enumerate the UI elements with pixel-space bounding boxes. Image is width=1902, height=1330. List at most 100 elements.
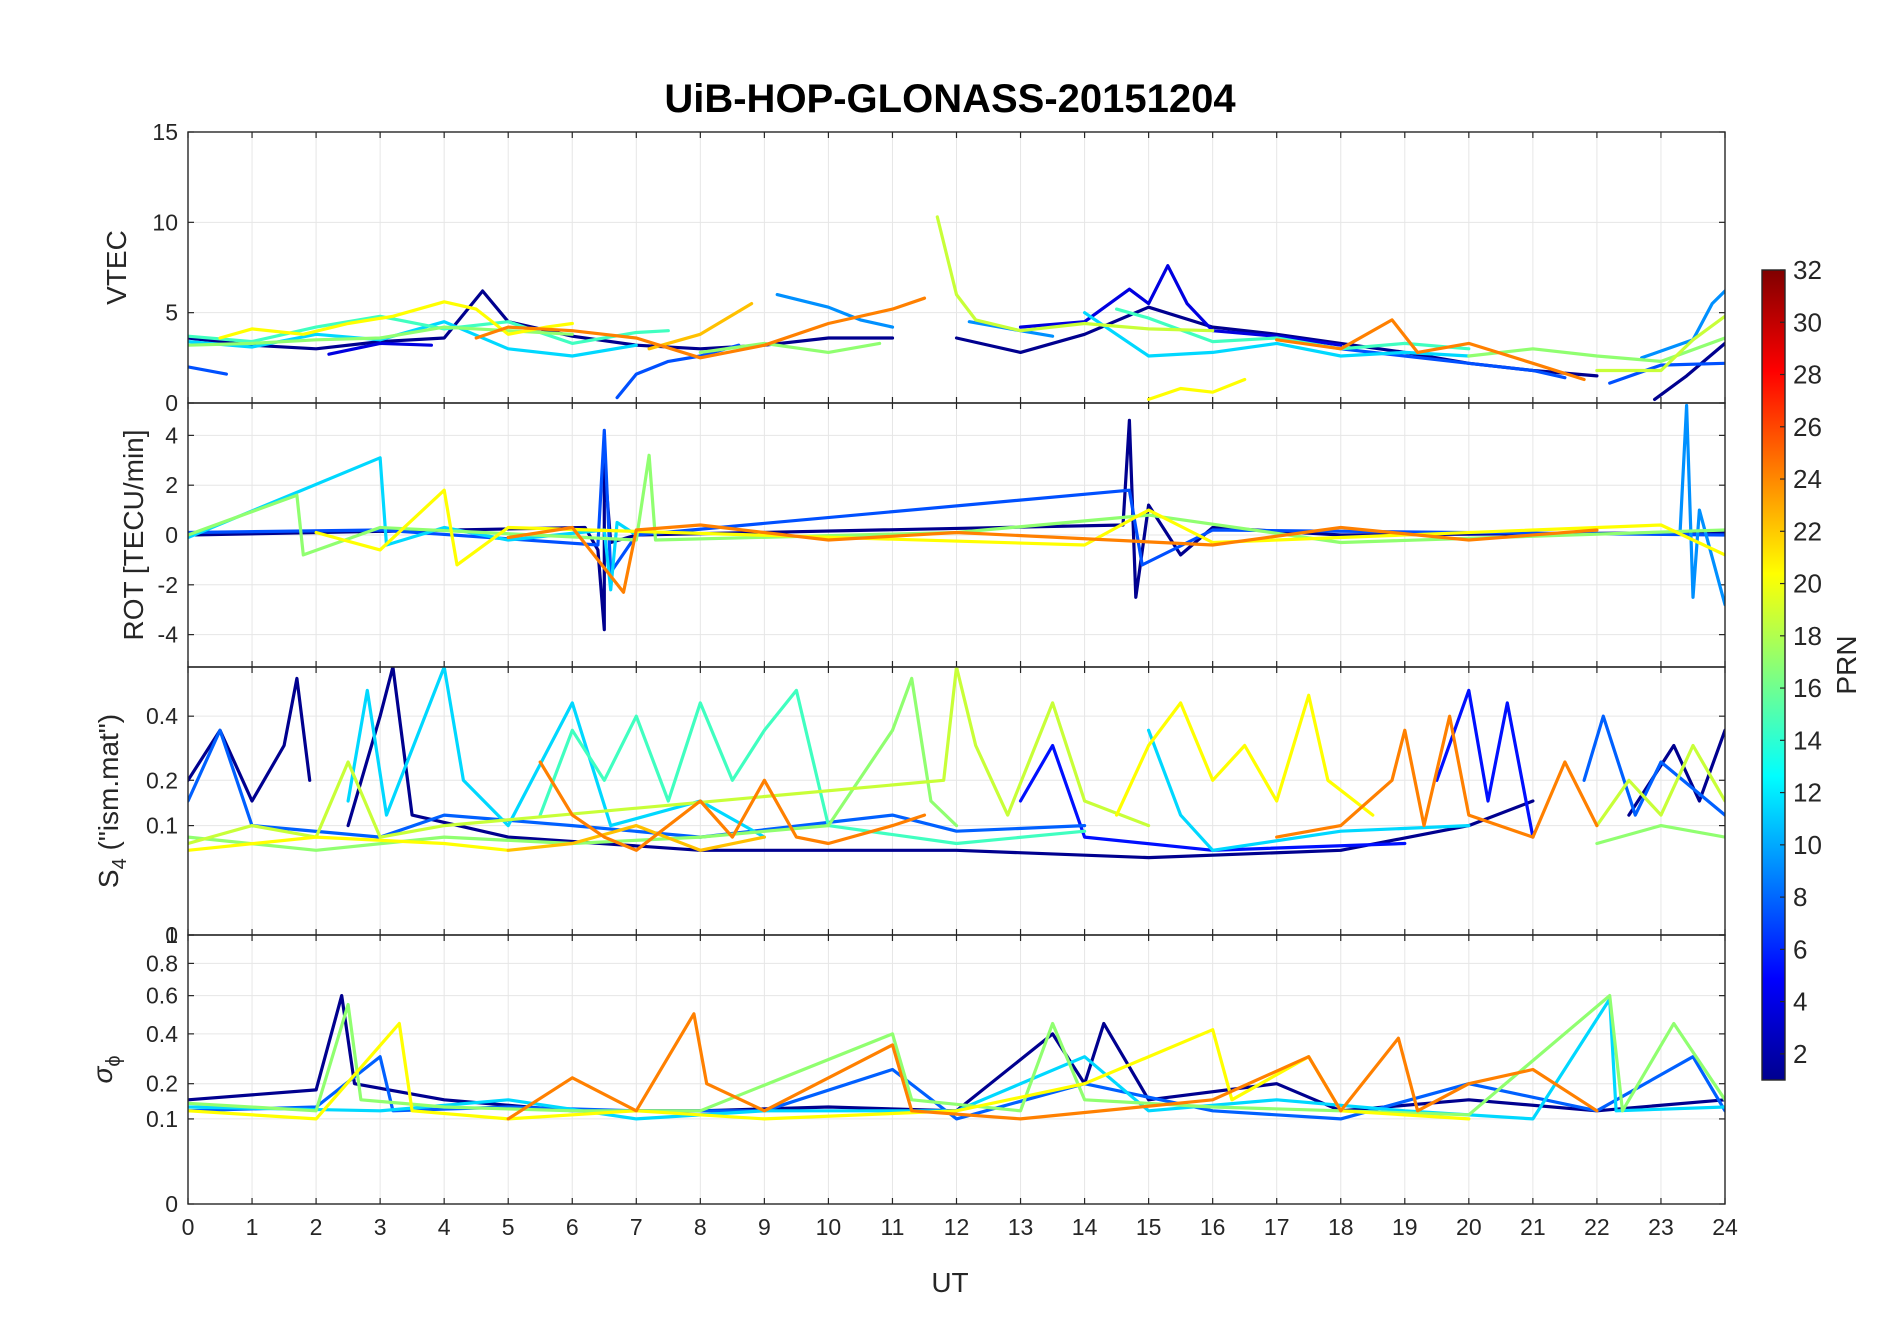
series-line-prn-3 xyxy=(1018,264,1343,347)
panel-rot: -4 -2 0 2 4 ROT [TECU/min] xyxy=(118,402,1726,668)
colorbar-tick-label: 6 xyxy=(1793,934,1807,964)
colorbar-tick-label: 2 xyxy=(1793,1039,1807,1069)
y-tick-label: 0 xyxy=(165,922,178,948)
series-line-prn-23 xyxy=(506,1012,1599,1121)
colorbar-tick-label: 24 xyxy=(1793,464,1822,494)
series-line-prn-4 xyxy=(1018,743,1407,852)
colorbar-tick-label: 8 xyxy=(1793,882,1807,912)
series-line-prn-11 xyxy=(188,320,638,358)
series-line-prn-16 xyxy=(188,325,574,347)
series-line-prn-7 xyxy=(1608,361,1725,385)
traces xyxy=(188,994,1725,1121)
y-tick-label: 1 xyxy=(165,922,178,948)
traces xyxy=(188,403,1725,632)
traces xyxy=(188,215,1725,401)
series-line-prn-16 xyxy=(1595,824,1725,846)
y-tick-label: 0.1 xyxy=(146,813,178,839)
colorbar-tick-label: 12 xyxy=(1793,778,1822,808)
series-line-prn-7 xyxy=(1582,714,1725,817)
series-line-prn-19 xyxy=(188,835,510,852)
colorbar-tick-label: 32 xyxy=(1793,255,1822,285)
series-line-prn-23 xyxy=(538,760,927,852)
y-tick-label: 0.1 xyxy=(146,1106,178,1132)
series-line-prn-11 xyxy=(346,667,766,839)
x-tick-label: 13 xyxy=(1008,1214,1034,1240)
series-line-prn-19 xyxy=(218,300,574,340)
series-line-prn-19 xyxy=(1115,693,1375,817)
x-tick-label: 9 xyxy=(758,1214,771,1240)
x-tick-label: 24 xyxy=(1712,1214,1738,1240)
x-tick-label: 15 xyxy=(1136,1214,1162,1240)
series-line-prn-11 xyxy=(1147,728,1471,852)
y-tick-label: 5 xyxy=(165,300,178,326)
y-tick-label: 0.6 xyxy=(146,983,178,1009)
figure-title: UiB-HOP-GLONASS-20151204 xyxy=(664,77,1236,121)
x-tick-label: 4 xyxy=(438,1214,451,1240)
series-line-prn-7 xyxy=(188,1055,1725,1121)
series-line-prn-17 xyxy=(935,215,1215,333)
traces xyxy=(188,667,1725,860)
series-line-prn-11 xyxy=(1083,311,1471,358)
x-tick-label: 0 xyxy=(182,1214,195,1240)
series-line-prn-23 xyxy=(506,523,1599,594)
x-tick-label: 16 xyxy=(1200,1214,1226,1240)
x-tick-label: 7 xyxy=(630,1214,643,1240)
y-tick-label: 15 xyxy=(152,119,178,145)
x-tick-label: 14 xyxy=(1072,1214,1098,1240)
colorbar-tick-label: 14 xyxy=(1793,725,1822,755)
y-tick-label: 0.4 xyxy=(146,703,178,729)
panel-s4: 0 0.1 0.2 0.4 S4 ("ism.mat") xyxy=(93,666,1726,948)
colorbar-frame xyxy=(1761,269,1786,1081)
colorbar-gradient xyxy=(1762,270,1785,1080)
x-tick-label: 3 xyxy=(374,1214,387,1240)
series-line-prn-16 xyxy=(188,676,959,852)
series-line-prn-14 xyxy=(1115,307,1471,351)
series-line-prn-7 xyxy=(615,343,741,400)
y-tick-label: 0 xyxy=(165,390,178,416)
x-tick-label: 21 xyxy=(1520,1214,1546,1240)
panel-vtec: 0 5 10 15 VTEC xyxy=(101,119,1726,416)
x-tick-label: 18 xyxy=(1328,1214,1354,1240)
series-line-prn-23 xyxy=(1275,714,1599,839)
series-line-prn-23 xyxy=(474,296,927,360)
series-line-prn-9 xyxy=(775,293,895,329)
series-line-prn-9 xyxy=(1640,289,1725,360)
series-line-prn-1 xyxy=(188,994,1725,1113)
series-line-prn-14 xyxy=(538,688,1087,846)
axes-frame xyxy=(187,934,1726,1205)
colorbar-tick-label: 18 xyxy=(1793,621,1822,651)
series-line-prn-21 xyxy=(506,824,766,852)
y-axis-label: VTEC xyxy=(101,230,132,305)
series-line-prn-16 xyxy=(188,994,1725,1117)
x-tick-label: 2 xyxy=(310,1214,323,1240)
y-tick-label: 0.4 xyxy=(146,1021,178,1047)
colorbar-tick-label: 16 xyxy=(1793,673,1822,703)
series-line-prn-17 xyxy=(1595,743,1725,828)
y-tick-label: 10 xyxy=(152,209,178,235)
x-tick-label: 5 xyxy=(502,1214,515,1240)
x-tick-label: 8 xyxy=(694,1214,707,1240)
y-axis-label: S4 ("ism.mat") xyxy=(93,714,131,888)
y-tick-label: 0 xyxy=(165,1191,178,1217)
series-line-prn-16 xyxy=(698,341,882,354)
series-line-prn-3 xyxy=(327,341,433,356)
series-line-prn-1 xyxy=(1653,341,1725,401)
series-line-prn-17 xyxy=(1595,314,1725,373)
y-tick-label: 0 xyxy=(165,522,178,548)
colorbar-tick-label: 22 xyxy=(1793,516,1822,546)
colorbar-tick-label: 4 xyxy=(1793,987,1807,1017)
colorbar-label: PRN xyxy=(1831,635,1862,694)
x-tick-label: 22 xyxy=(1584,1214,1610,1240)
colorbar-tick-label: 20 xyxy=(1793,569,1822,599)
x-tick-label: 17 xyxy=(1264,1214,1290,1240)
series-line-prn-4 xyxy=(1435,688,1535,839)
x-tick-label: 19 xyxy=(1392,1214,1418,1240)
x-tick-label: 12 xyxy=(944,1214,970,1240)
y-tick-label: -4 xyxy=(158,622,179,648)
series-line-prn-11 xyxy=(188,997,1725,1121)
y-tick-label: -2 xyxy=(158,572,178,598)
x-tick-label: 11 xyxy=(881,1214,905,1240)
